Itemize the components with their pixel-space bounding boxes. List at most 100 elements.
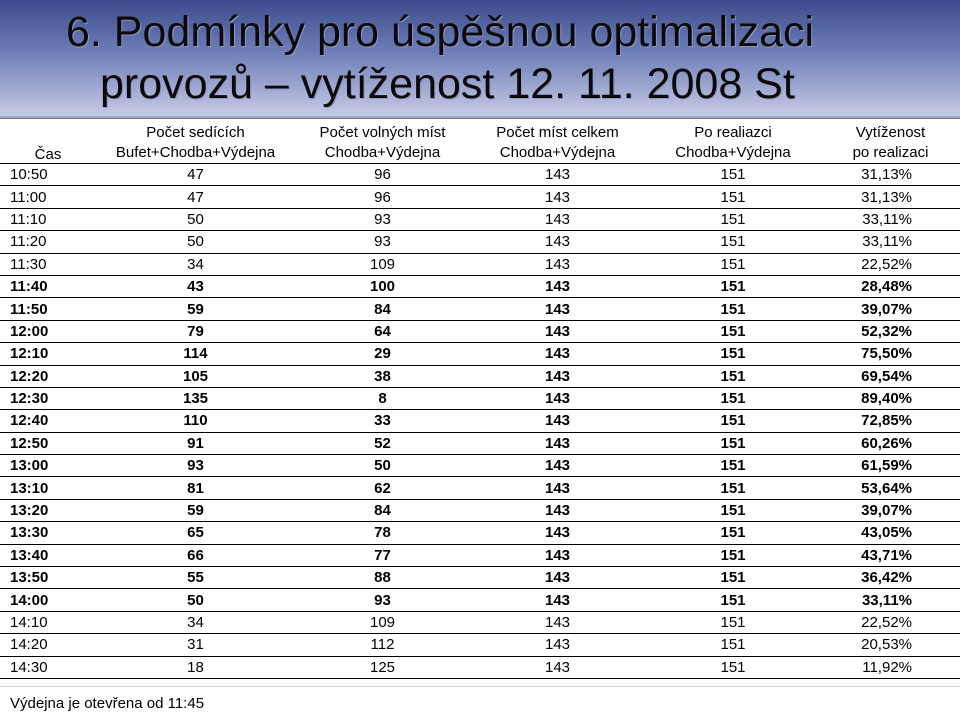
after-realization-cell: 151: [645, 208, 821, 232]
load-percent-cell: 72,85%: [821, 409, 960, 433]
total-seats-cell: 143: [470, 320, 645, 344]
total-seats-cell: 143: [470, 588, 645, 612]
load-percent-cell: 22,52%: [821, 611, 960, 635]
load-percent-cell: 20,53%: [821, 633, 960, 657]
seated-cell: 50: [96, 588, 295, 612]
free-seats-cell: 109: [295, 611, 470, 635]
table-row: 12:50 91 52 143 151 60,26%: [0, 432, 960, 456]
total-seats-cell: 143: [470, 275, 645, 299]
load-percent-cell: 33,11%: [821, 208, 960, 232]
time-cell: 11:50: [0, 297, 96, 321]
total-seats-cell: 143: [470, 409, 645, 433]
after-realization-cell: 151: [645, 633, 821, 657]
table-row: 11:10 50 93 143 151 33,11%: [0, 208, 960, 232]
free-seats-cell: 88: [295, 566, 470, 590]
seated-cell: 91: [96, 432, 295, 456]
free-seats-cell: 52: [295, 432, 470, 456]
time-cell: 13:00: [0, 454, 96, 478]
free-seats-cell: 93: [295, 230, 470, 254]
table-body: 10:50 47 96 143 151 31,13% 11:00 47 96 143 151 31,1…: [0, 163, 960, 679]
free-seats-cell: 33: [295, 409, 470, 433]
table-row: 13:10 81 62 143 151 53,64%: [0, 476, 960, 500]
free-seats-cell: 29: [295, 342, 470, 366]
after-realization-cell: 151: [645, 432, 821, 456]
table-row: 13:40 66 77 143 151 43,71%: [0, 544, 960, 568]
table-row: 12:10 114 29 143 151 75,50%: [0, 342, 960, 366]
load-percent-cell: 31,13%: [821, 185, 960, 209]
load-percent-cell: 22,52%: [821, 253, 960, 276]
time-cell: 13:40: [0, 544, 96, 568]
time-cell: 14:10: [0, 611, 96, 635]
free-seats-cell: 125: [295, 656, 470, 679]
after-realization-cell: 151: [645, 499, 821, 523]
table-row: 13:00 93 50 143 151 61,59%: [0, 454, 960, 478]
load-percent-cell: 75,50%: [821, 342, 960, 366]
table-row: 11:20 50 93 143 151 33,11%: [0, 230, 960, 254]
table-row: 13:30 65 78 143 151 43,05%: [0, 521, 960, 545]
free-seats-cell: 93: [295, 208, 470, 232]
seated-cell: 110: [96, 409, 295, 433]
seated-cell: 34: [96, 611, 295, 635]
table-row: 11:30 34 109 143 151 22,52%: [0, 253, 960, 276]
seated-cell: 18: [96, 656, 295, 679]
seated-cell: 59: [96, 297, 295, 321]
time-cell: 11:30: [0, 253, 96, 276]
slide-title-line2: provozů – vytíženost 12. 11. 2008 St: [100, 60, 795, 108]
load-percent-cell: 61,59%: [821, 454, 960, 478]
load-percent-cell: 43,05%: [821, 521, 960, 545]
table-row: 12:30 135 8 143 151 89,40%: [0, 387, 960, 411]
load-percent-cell: 43,71%: [821, 544, 960, 568]
total-seats-cell: 143: [470, 163, 645, 187]
load-percent-cell: 33,11%: [821, 230, 960, 254]
time-cell: 14:00: [0, 588, 96, 612]
table-row: 11:50 59 84 143 151 39,07%: [0, 297, 960, 321]
time-cell: 11:20: [0, 230, 96, 254]
free-seats-cell: 78: [295, 521, 470, 545]
load-percent-cell: 39,07%: [821, 297, 960, 321]
column-subheader-total: Chodba+Výdejna: [470, 141, 645, 164]
table-row: 14:20 31 112 143 151 20,53%: [0, 633, 960, 657]
seated-cell: 65: [96, 521, 295, 545]
column-header-total: Počet míst celkem: [496, 124, 619, 141]
table-row: 13:20 59 84 143 151 39,07%: [0, 499, 960, 523]
after-realization-cell: 151: [645, 611, 821, 635]
free-seats-cell: 84: [295, 499, 470, 523]
column-subheader-free: Chodba+Výdejna: [295, 141, 470, 164]
seated-cell: 43: [96, 275, 295, 299]
time-cell: 13:10: [0, 476, 96, 500]
load-percent-cell: 53,64%: [821, 476, 960, 500]
seated-cell: 47: [96, 185, 295, 209]
after-realization-cell: 151: [645, 275, 821, 299]
total-seats-cell: 143: [470, 656, 645, 679]
slide-title: 6. Podmínky pro úspěšnou optimalizaci pr…: [66, 6, 946, 110]
footnote: Výdejna je otevřena od 11:45: [10, 695, 205, 712]
column-subheader-after: Chodba+Výdejna: [645, 141, 821, 164]
free-seats-cell: 8: [295, 387, 470, 411]
seated-cell: 135: [96, 387, 295, 411]
free-seats-cell: 50: [295, 454, 470, 478]
time-cell: 12:20: [0, 365, 96, 388]
seated-cell: 66: [96, 544, 295, 568]
table-row: 14:00 50 93 143 151 33,11%: [0, 588, 960, 612]
table-row: 11:40 43 100 143 151 28,48%: [0, 275, 960, 299]
total-seats-cell: 143: [470, 499, 645, 523]
time-cell: 13:50: [0, 566, 96, 590]
total-seats-cell: 143: [470, 566, 645, 590]
total-seats-cell: 143: [470, 230, 645, 254]
table-row: 13:50 55 88 143 151 36,42%: [0, 566, 960, 590]
load-percent-cell: 33,11%: [821, 588, 960, 612]
free-seats-cell: 109: [295, 253, 470, 276]
load-percent-cell: 11,92%: [821, 656, 960, 679]
seated-cell: 47: [96, 163, 295, 187]
time-cell: 14:30: [0, 656, 96, 679]
column-subheader-seated: Bufet+Chodba+Výdejna: [96, 141, 295, 164]
total-seats-cell: 143: [470, 633, 645, 657]
total-seats-cell: 143: [470, 365, 645, 388]
seated-cell: 50: [96, 208, 295, 232]
time-cell: 12:00: [0, 320, 96, 344]
total-seats-cell: 143: [470, 342, 645, 366]
table-header-row-1: Čas Počet sedících Počet volných míst Po…: [0, 119, 960, 164]
total-seats-cell: 143: [470, 544, 645, 568]
free-seats-cell: 38: [295, 365, 470, 388]
load-percent-cell: 39,07%: [821, 499, 960, 523]
